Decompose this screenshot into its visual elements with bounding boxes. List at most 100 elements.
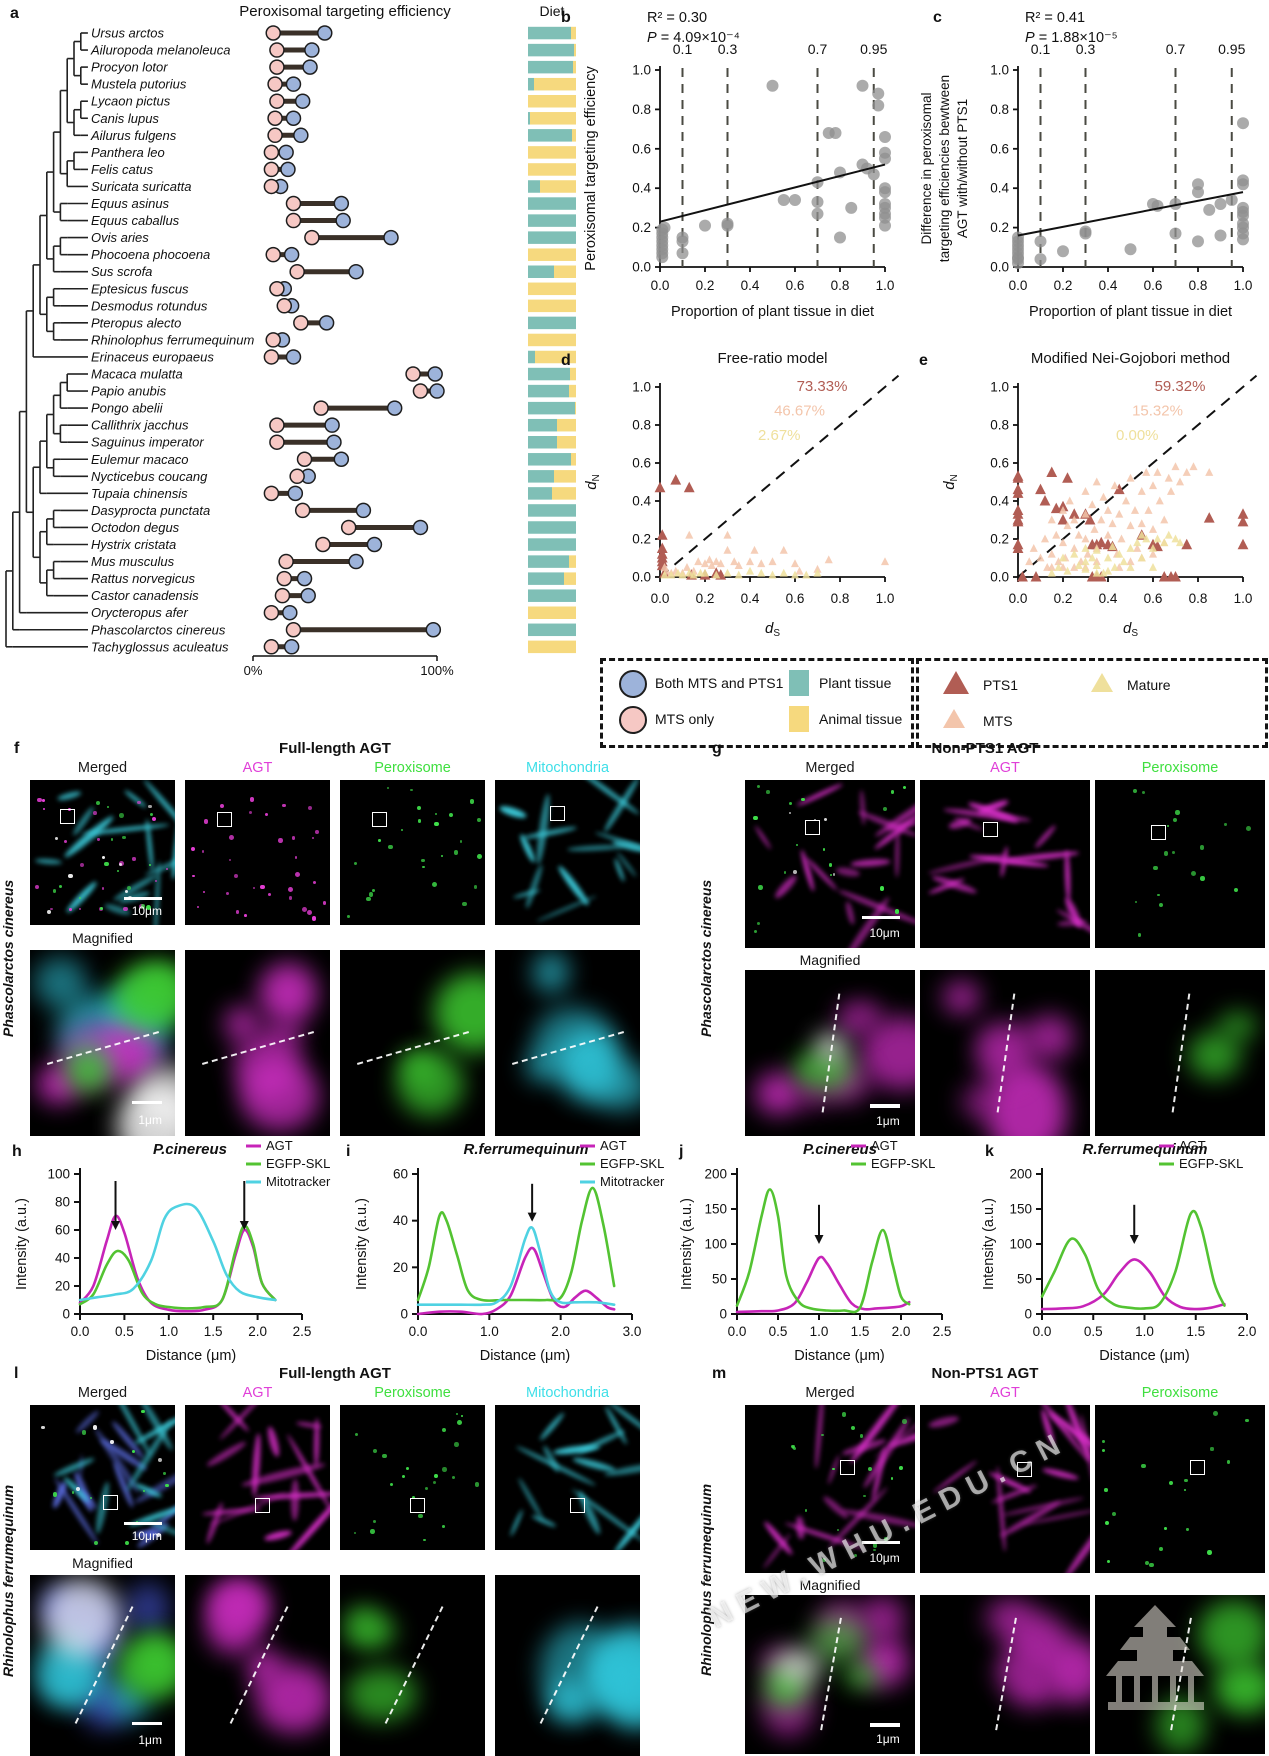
species-name: Sus scrofa bbox=[91, 264, 152, 279]
triangle-point-mts bbox=[1164, 473, 1173, 482]
fluorescence-blob bbox=[136, 1520, 139, 1523]
figure-element: N bbox=[591, 474, 602, 481]
fluorescence-blob bbox=[35, 858, 63, 865]
both-circle bbox=[296, 570, 313, 587]
legend-label-animal: Animal tissue bbox=[819, 711, 903, 727]
fluorescence-blob bbox=[388, 844, 393, 850]
diet-plant-bar bbox=[528, 589, 576, 602]
fluorescence-blob bbox=[386, 786, 390, 790]
panel-title: Full-length AGT bbox=[279, 1365, 391, 1382]
curve-agt bbox=[735, 1255, 911, 1314]
micrograph-g-agt-row1 bbox=[920, 780, 1090, 948]
fluorescence-blob bbox=[123, 906, 128, 912]
data-point bbox=[879, 219, 891, 232]
curve-egfp-skl bbox=[78, 1224, 277, 1310]
fluorescence-blob bbox=[207, 1599, 259, 1655]
mts-only-circle bbox=[267, 127, 283, 144]
triangle-point-mts bbox=[1205, 468, 1214, 476]
micrograph-f-agt-row2 bbox=[185, 950, 330, 1136]
panel-letter: g bbox=[712, 740, 722, 757]
fluorescence-blob bbox=[223, 1005, 260, 1042]
channel-header-mitochondria: Mitochondria bbox=[525, 760, 610, 776]
triangle-point-mts bbox=[1063, 521, 1072, 530]
triangle-point-mts bbox=[795, 566, 804, 575]
roi-box bbox=[371, 811, 387, 827]
mts-only-circle bbox=[263, 144, 280, 161]
fluorescence-blob bbox=[142, 1489, 145, 1492]
species-name: Mus musculus bbox=[91, 554, 175, 569]
fluorescence-blob bbox=[890, 789, 895, 794]
diet-plant-bar bbox=[528, 112, 530, 125]
fluorescence-blob bbox=[50, 907, 53, 911]
diet-animal-bar bbox=[572, 129, 576, 142]
scale-bar bbox=[869, 1104, 900, 1108]
species-name: Phocoena phocoena bbox=[91, 247, 210, 262]
fluorescence-blob bbox=[891, 1477, 894, 1480]
data-point bbox=[676, 235, 689, 248]
diet-plant-bar bbox=[528, 180, 540, 193]
figure-element: dN bbox=[941, 474, 960, 490]
figure-element: 0.8 bbox=[831, 591, 850, 606]
triangle-point-mts bbox=[1137, 487, 1146, 495]
figure-element: 0.4 bbox=[990, 494, 1009, 509]
triangle-point-pts1 bbox=[1237, 515, 1249, 527]
fluorescence-blob bbox=[59, 885, 63, 889]
triangle-point-mature bbox=[1115, 549, 1124, 558]
fluorescence-blob bbox=[409, 788, 413, 792]
fluorescence-blob bbox=[79, 908, 82, 911]
fluorescence-blob bbox=[1207, 1550, 1212, 1555]
roi-box bbox=[550, 806, 566, 822]
fluorescence-blob bbox=[431, 882, 437, 888]
triangle-point-mts bbox=[716, 559, 725, 568]
figure-element: 0.7 bbox=[1166, 41, 1186, 57]
figure-element: e bbox=[919, 352, 928, 369]
species-name: Mustela putorius bbox=[91, 77, 187, 92]
figure-element: 0.8 bbox=[1189, 278, 1208, 293]
species-name: Hystrix cristata bbox=[91, 537, 176, 552]
diet-plant-bar bbox=[528, 555, 569, 568]
figure-element: 0.0 bbox=[651, 278, 670, 293]
mts-only-circle bbox=[263, 161, 280, 178]
dumbbell-plot bbox=[263, 25, 445, 655]
species-name: Desmodus rotundus bbox=[91, 298, 208, 313]
roi-box bbox=[1151, 825, 1167, 841]
fluorescence-blob bbox=[555, 863, 591, 908]
figure-element: P = 1.88×10⁻⁵ bbox=[1025, 30, 1118, 46]
figure-element: Peroxisomal targeting efficiency bbox=[239, 3, 451, 20]
diet-animal-bar bbox=[569, 384, 576, 398]
triangle-point-mature bbox=[757, 568, 766, 577]
diet-plant-bar bbox=[528, 384, 569, 398]
fluorescence-blob bbox=[102, 855, 106, 859]
triangle-point-mts bbox=[1070, 515, 1079, 524]
fluorescence-blob bbox=[132, 1449, 136, 1453]
species-side-label: Rhinolophus ferrumequinum bbox=[698, 1483, 714, 1676]
figure-element: Mitotracker bbox=[266, 1174, 331, 1189]
data-point bbox=[1225, 194, 1238, 207]
micrograph-g-merged-row1: 10μm bbox=[745, 780, 915, 948]
fluorescence-blob bbox=[417, 818, 422, 823]
figure-element: 59.32% bbox=[1155, 378, 1206, 395]
data-point bbox=[1034, 253, 1047, 266]
both-circle bbox=[280, 161, 296, 178]
roi-box bbox=[216, 811, 232, 827]
figure-element: 0 bbox=[62, 1307, 70, 1322]
data-point bbox=[834, 231, 846, 244]
fluorescence-blob bbox=[828, 863, 833, 867]
magnified-label: Magnified bbox=[72, 930, 133, 946]
figure-element: Mitotracker bbox=[600, 1174, 665, 1189]
figure-element: b bbox=[561, 9, 571, 26]
micrograph-g-merged-row2: 1μm bbox=[745, 970, 915, 1136]
micrograph-l-mitochondria-row2 bbox=[495, 1575, 640, 1756]
fluorescence-blob bbox=[406, 1466, 410, 1470]
data-point bbox=[867, 168, 880, 181]
data-point bbox=[879, 186, 891, 199]
mts-only-marker bbox=[619, 706, 647, 734]
fluorescence-blob bbox=[52, 1492, 58, 1497]
phylo-tree bbox=[5, 32, 88, 648]
species-name: Lycaon pictus bbox=[91, 94, 171, 109]
fluorescence-blob bbox=[347, 1606, 379, 1636]
figure-element bbox=[659, 374, 900, 578]
legend-label-mature: Mature bbox=[1127, 677, 1171, 693]
fluorescence-blob bbox=[1149, 1562, 1154, 1568]
figure-element: 50 bbox=[712, 1272, 727, 1287]
